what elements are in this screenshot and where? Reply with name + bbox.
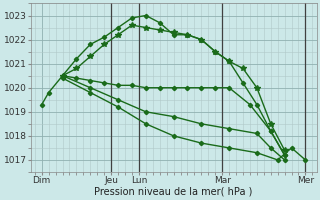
X-axis label: Pression niveau de la mer( hPa ): Pression niveau de la mer( hPa ) (94, 187, 253, 197)
